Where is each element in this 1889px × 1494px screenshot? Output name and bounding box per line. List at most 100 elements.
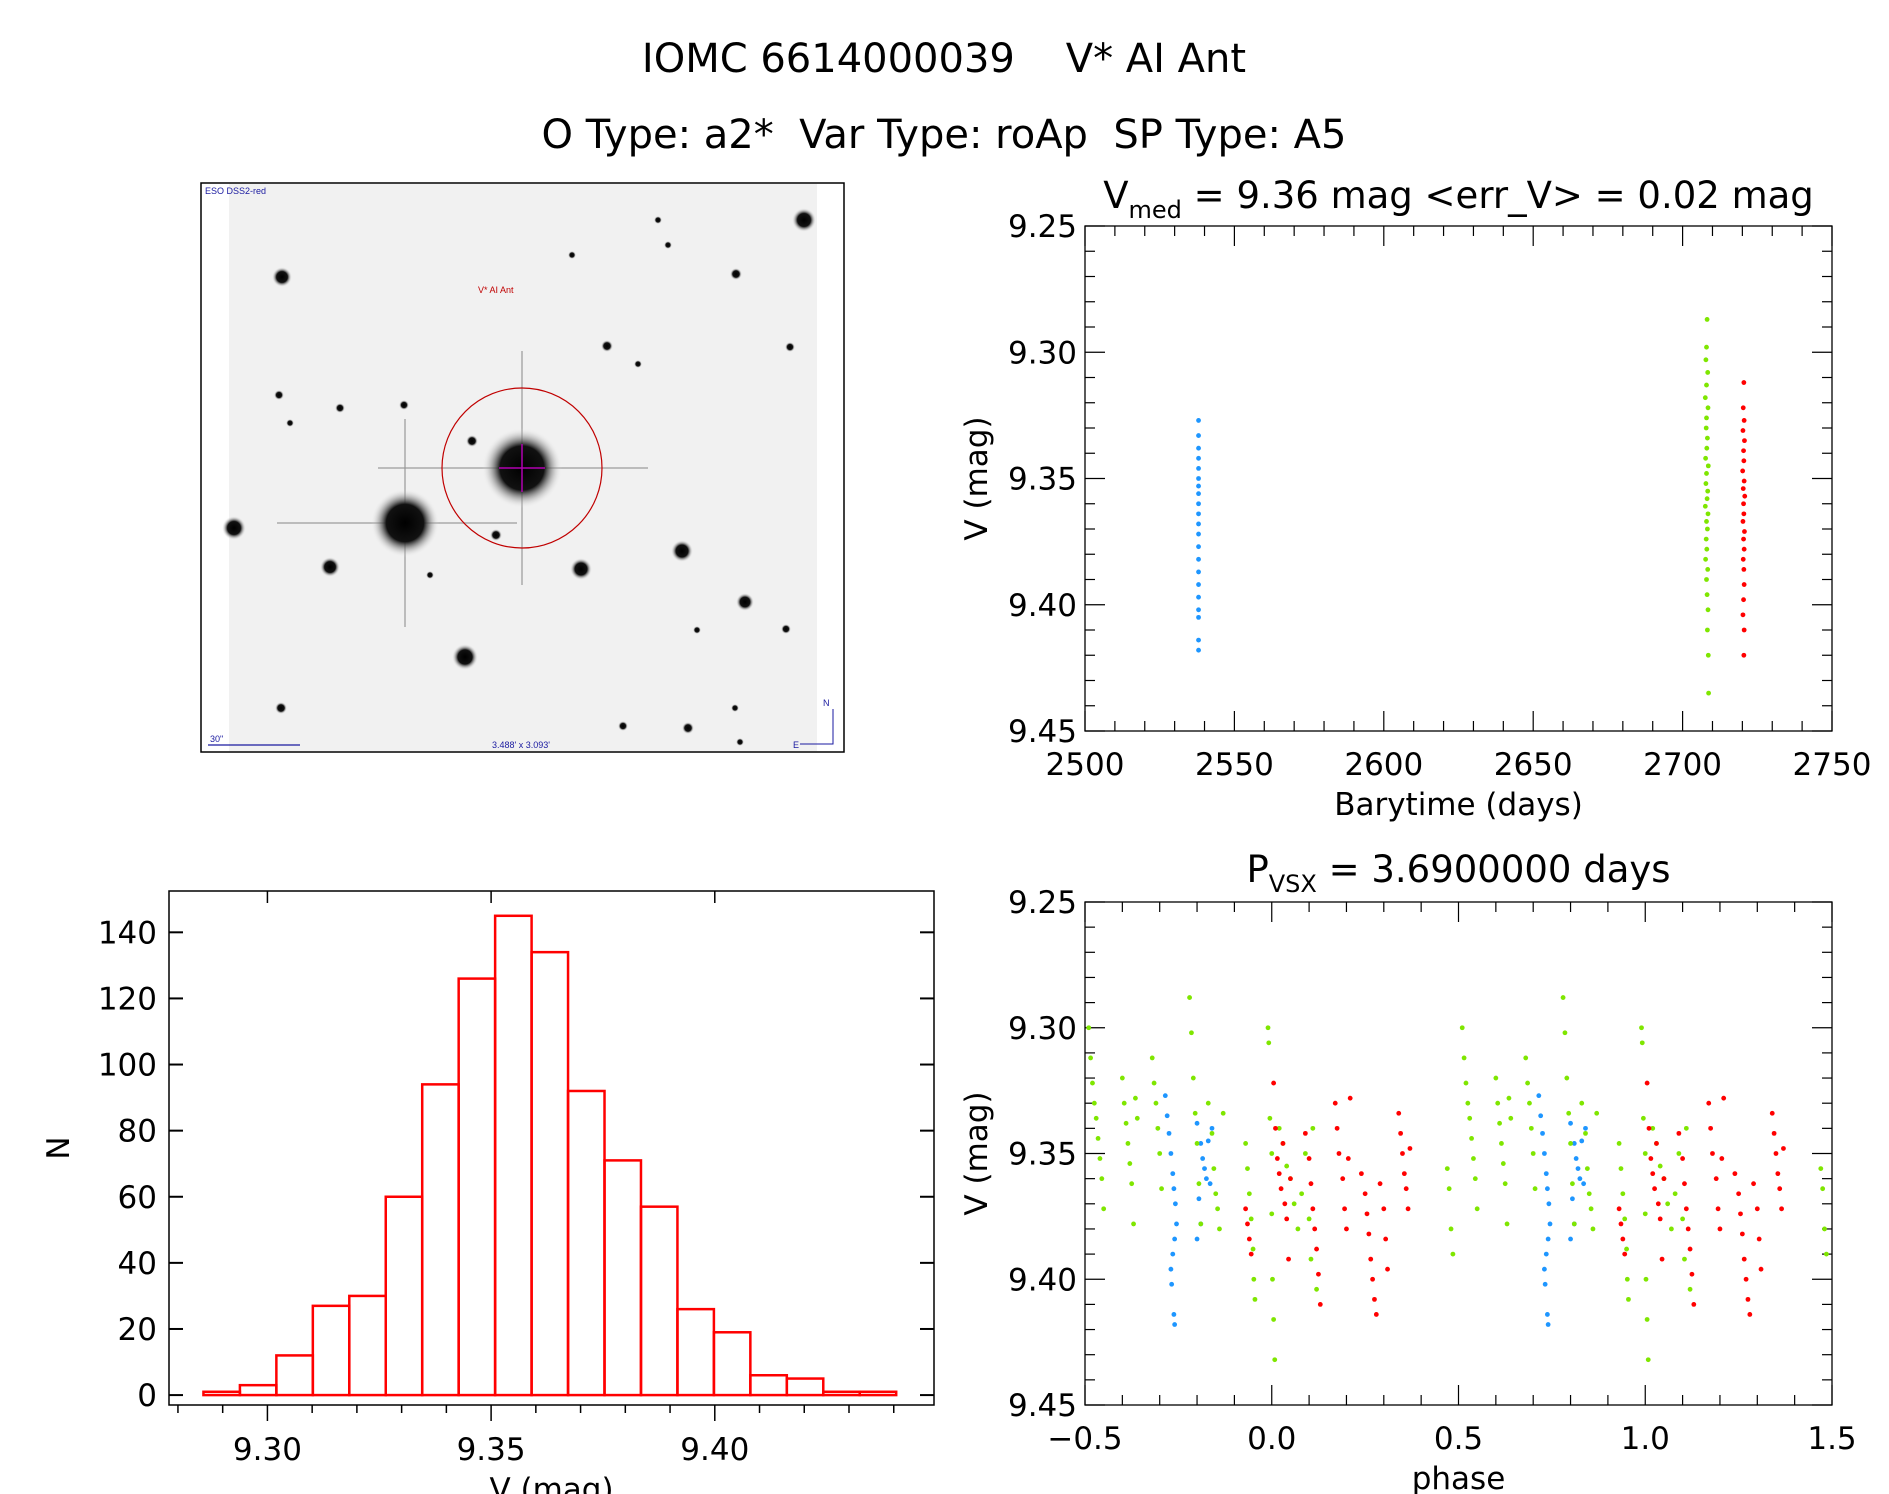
data-point	[1715, 1206, 1721, 1212]
data-point	[1741, 511, 1747, 517]
data-point	[1308, 1256, 1314, 1262]
data-point	[1245, 1221, 1250, 1227]
data-point	[1198, 1141, 1204, 1146]
data-point	[1626, 1296, 1631, 1302]
data-point	[1155, 1125, 1161, 1131]
x-tick-label: 2550	[1195, 747, 1274, 783]
data-point	[1665, 1201, 1671, 1207]
star	[664, 241, 672, 249]
data-point	[1547, 1221, 1553, 1227]
data-point	[1741, 458, 1747, 464]
data-point	[1639, 1025, 1644, 1031]
histogram-bar	[202, 1390, 242, 1397]
data-point	[1196, 476, 1201, 481]
data-point	[1202, 1166, 1207, 1171]
star	[736, 738, 744, 746]
data-point	[1777, 1186, 1783, 1192]
star	[371, 489, 439, 557]
data-point	[1691, 1302, 1697, 1307]
y-tick-label: 9.25	[1008, 209, 1077, 245]
data-point	[1648, 1156, 1654, 1161]
histogram-plot: 9.30 9.35 9.40 0 20 40 60 80 100 120 140 V (mag) N	[41, 890, 935, 1494]
phase-plot: −0.5 0.0 0.5 1.0 1.5 9.25 9.30 9.35 9.40 9.45 phas…	[959, 848, 1857, 1494]
data-point	[1751, 1181, 1756, 1187]
data-point	[1508, 1115, 1514, 1121]
data-point	[1302, 1130, 1308, 1136]
scale-label: 30"	[210, 734, 223, 744]
title-main: P	[1246, 848, 1268, 891]
histogram-bar	[275, 1354, 315, 1397]
x-tick-label: 9.30	[233, 1432, 302, 1468]
data-point	[1640, 1115, 1646, 1121]
data-point	[1465, 1100, 1471, 1106]
data-point	[1149, 1055, 1155, 1061]
y-tick-label: 140	[98, 915, 157, 951]
data-point	[1129, 1181, 1135, 1187]
data-point	[1579, 1138, 1585, 1144]
data-point	[1710, 1151, 1715, 1156]
data-point	[1685, 1226, 1691, 1232]
histogram-bar	[238, 1383, 278, 1397]
data-point	[1401, 1171, 1407, 1177]
data-point	[1196, 466, 1201, 471]
data-point	[1497, 1120, 1502, 1126]
data-point	[1252, 1296, 1258, 1302]
data-point	[1271, 1317, 1277, 1322]
histogram-bar	[603, 1159, 643, 1397]
data-point	[1583, 1130, 1588, 1136]
compass-arrows	[800, 709, 834, 745]
data-point	[1093, 1115, 1099, 1121]
data-point	[1622, 1251, 1628, 1257]
x-tick-label: 2650	[1494, 747, 1573, 783]
data-point	[1209, 1125, 1215, 1131]
data-point	[1741, 501, 1746, 507]
data-point	[1624, 1246, 1629, 1252]
data-point	[1168, 1151, 1174, 1156]
y-tick-label: 9.45	[1008, 1388, 1077, 1424]
y-tick-label: 0	[137, 1378, 157, 1414]
data-point	[1704, 415, 1709, 421]
data-point	[1196, 556, 1201, 562]
data-point	[1288, 1176, 1293, 1182]
data-point	[1248, 1251, 1254, 1257]
data-point	[1721, 1095, 1727, 1101]
x-tick-label: 1.0	[1621, 1421, 1670, 1457]
data-point	[1740, 556, 1746, 562]
data-point	[1741, 380, 1747, 385]
data-point	[1822, 1226, 1827, 1232]
data-point	[1705, 652, 1711, 658]
star	[736, 593, 754, 611]
light-curve-plot: 2500 2550 2600 2650 2700 2750 9.25 9.30 9.35 9.40…	[959, 174, 1871, 823]
data-point	[1172, 1236, 1178, 1242]
data-point	[1754, 1206, 1760, 1212]
data-point	[1196, 607, 1201, 613]
data-series	[1243, 1080, 1786, 1317]
data-point	[1741, 627, 1747, 633]
data-point	[1742, 493, 1748, 499]
data-point	[1400, 1151, 1405, 1156]
data-point	[1270, 1276, 1275, 1282]
data-point	[1213, 1191, 1219, 1197]
data-point	[1818, 1166, 1824, 1171]
data-point	[1560, 995, 1566, 1000]
data-point	[1523, 1055, 1529, 1061]
data-point	[1196, 491, 1201, 497]
data-point	[1588, 1206, 1594, 1212]
star	[335, 403, 345, 413]
data-point	[1743, 1276, 1749, 1282]
data-point	[1620, 1191, 1626, 1197]
data-point	[1345, 1156, 1351, 1161]
data-point	[1196, 614, 1201, 620]
data-point	[1618, 1166, 1624, 1171]
data-point	[1266, 1040, 1272, 1046]
data-point	[1571, 1141, 1577, 1146]
data-point	[1119, 1075, 1125, 1081]
data-point	[1196, 647, 1201, 653]
data-point	[1446, 1186, 1452, 1192]
data-point	[1525, 1080, 1530, 1086]
data-point	[1704, 577, 1709, 582]
data-point	[1172, 1201, 1178, 1207]
x-tick-label: −0.5	[1047, 1421, 1122, 1457]
data-point	[1243, 1141, 1249, 1146]
data-point	[1284, 1163, 1290, 1169]
